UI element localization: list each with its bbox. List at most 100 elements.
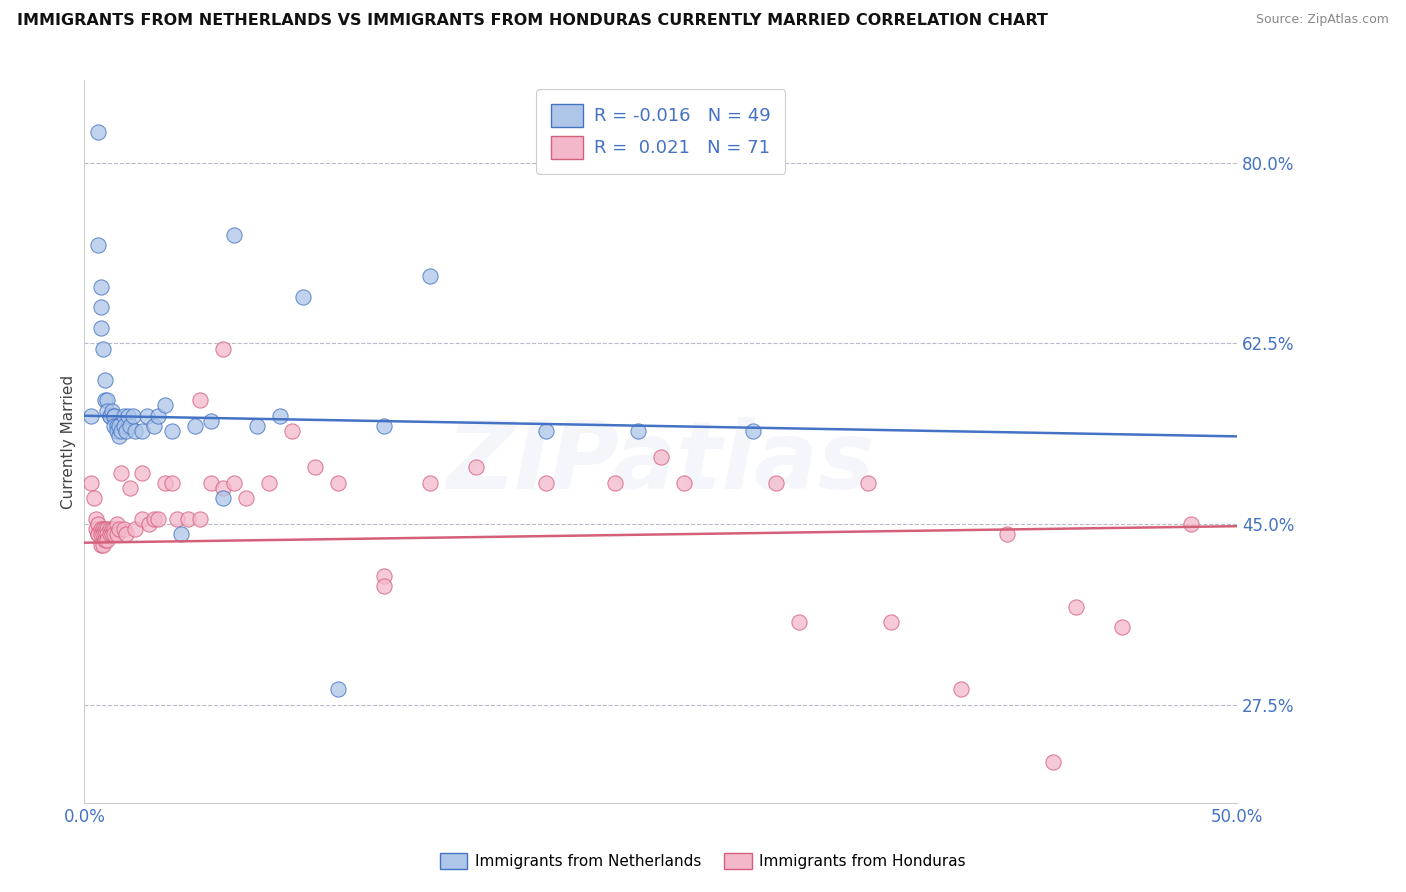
Point — [281, 424, 304, 438]
Point — [269, 409, 291, 423]
Point — [1180, 517, 1202, 532]
Point — [103, 527, 125, 541]
Point — [110, 466, 132, 480]
Point — [101, 522, 124, 536]
Point — [98, 409, 121, 423]
Point — [949, 682, 972, 697]
Point — [246, 419, 269, 434]
Point — [117, 409, 139, 423]
Point — [1111, 620, 1133, 634]
Point — [419, 269, 441, 284]
Point — [627, 424, 650, 438]
Y-axis label: Currently Married: Currently Married — [60, 375, 76, 508]
Point — [120, 419, 142, 434]
Point — [1064, 599, 1087, 614]
Point — [650, 450, 672, 464]
Point — [326, 682, 349, 697]
Point — [89, 321, 111, 335]
Point — [292, 290, 315, 304]
Text: ZIPatlas: ZIPatlas — [447, 417, 875, 509]
Point — [177, 512, 200, 526]
Point — [94, 522, 117, 536]
Legend: R = -0.016   N = 49, R =  0.021   N = 71: R = -0.016 N = 49, R = 0.021 N = 71 — [536, 89, 786, 174]
Point — [105, 517, 128, 532]
Point — [84, 512, 107, 526]
Point — [87, 527, 110, 541]
Point — [103, 522, 125, 536]
Point — [184, 419, 207, 434]
Point — [170, 527, 193, 541]
Point — [211, 491, 233, 506]
Point — [1042, 755, 1064, 769]
Point — [110, 424, 132, 438]
Point — [87, 238, 110, 252]
Point — [235, 491, 257, 506]
Point — [138, 517, 160, 532]
Point — [120, 481, 142, 495]
Point — [101, 527, 124, 541]
Point — [534, 475, 557, 490]
Point — [96, 393, 118, 408]
Point — [153, 475, 176, 490]
Point — [98, 527, 121, 541]
Point — [98, 522, 121, 536]
Point — [373, 419, 395, 434]
Point — [89, 522, 111, 536]
Point — [200, 475, 222, 490]
Point — [112, 409, 135, 423]
Point — [153, 398, 176, 412]
Point — [83, 491, 105, 506]
Legend: Immigrants from Netherlands, Immigrants from Honduras: Immigrants from Netherlands, Immigrants … — [434, 847, 972, 875]
Point — [373, 579, 395, 593]
Point — [98, 409, 121, 423]
Point — [211, 342, 233, 356]
Point — [94, 527, 117, 541]
Point — [326, 475, 349, 490]
Point — [91, 522, 114, 536]
Point — [89, 279, 111, 293]
Text: Source: ZipAtlas.com: Source: ZipAtlas.com — [1256, 13, 1389, 27]
Point — [124, 424, 146, 438]
Point — [87, 527, 110, 541]
Point — [103, 409, 125, 423]
Point — [91, 527, 114, 541]
Point — [94, 393, 117, 408]
Point — [787, 615, 810, 630]
Point — [96, 403, 118, 417]
Point — [131, 512, 153, 526]
Point — [131, 424, 153, 438]
Point — [89, 538, 111, 552]
Point — [103, 409, 125, 423]
Point — [995, 527, 1018, 541]
Point — [211, 481, 233, 495]
Point — [87, 125, 110, 139]
Point — [94, 373, 117, 387]
Point — [101, 403, 124, 417]
Point — [742, 424, 765, 438]
Point — [160, 424, 183, 438]
Point — [91, 538, 114, 552]
Point — [124, 522, 146, 536]
Point — [224, 475, 246, 490]
Point — [108, 419, 131, 434]
Point — [84, 522, 107, 536]
Point — [96, 527, 118, 541]
Point — [672, 475, 695, 490]
Point — [80, 475, 103, 490]
Point — [142, 512, 165, 526]
Point — [200, 414, 222, 428]
Point — [89, 301, 111, 315]
Point — [188, 393, 211, 408]
Point — [534, 424, 557, 438]
Point — [94, 533, 117, 547]
Point — [96, 522, 118, 536]
Point — [131, 466, 153, 480]
Point — [105, 419, 128, 434]
Point — [135, 409, 157, 423]
Point — [257, 475, 280, 490]
Point — [80, 409, 103, 423]
Point — [160, 475, 183, 490]
Point — [465, 460, 488, 475]
Point — [103, 419, 125, 434]
Point — [87, 517, 110, 532]
